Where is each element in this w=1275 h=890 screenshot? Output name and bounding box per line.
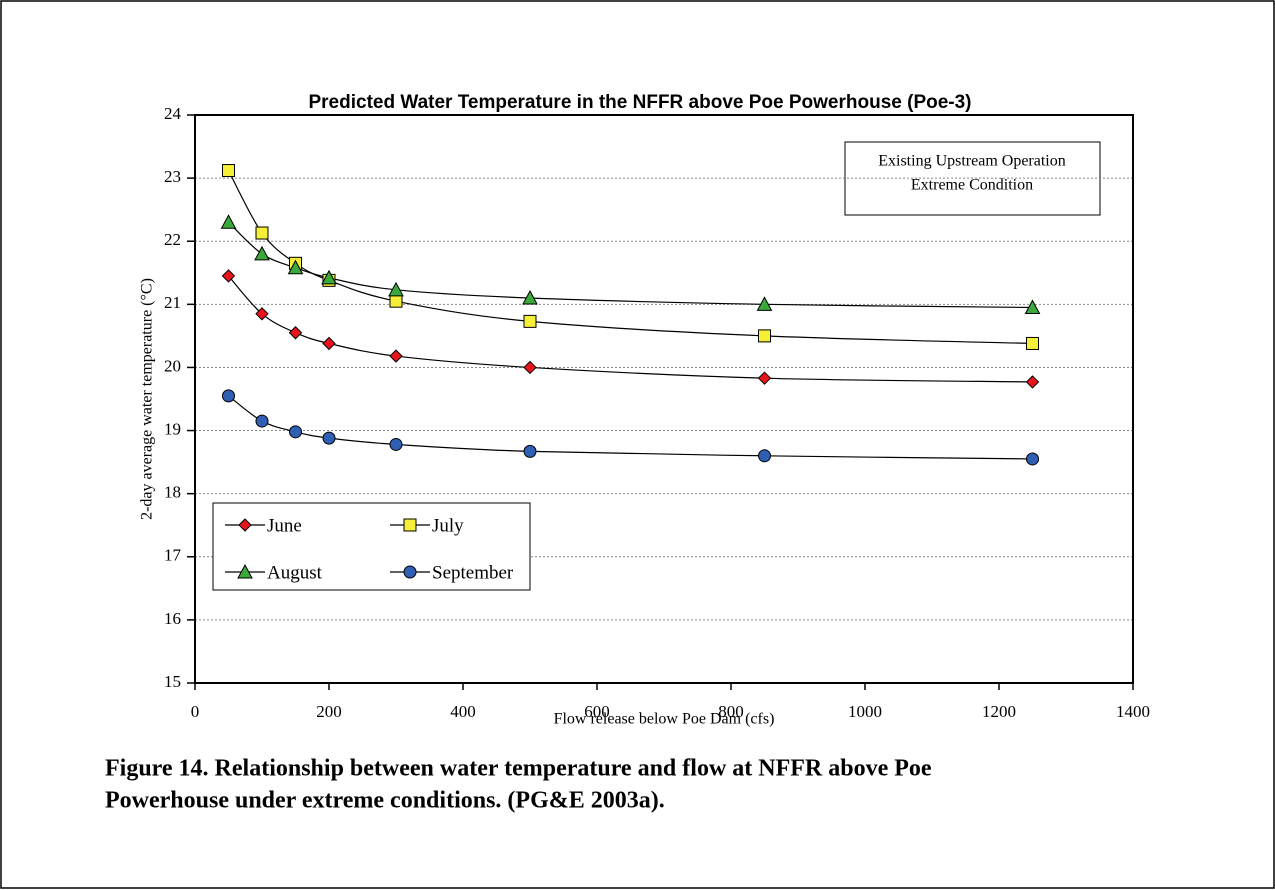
- marker: [220, 214, 237, 229]
- legend-label: June: [267, 515, 302, 536]
- marker: [255, 307, 269, 321]
- marker: [321, 269, 337, 285]
- caption: Figure 14. Relationship between water te…: [105, 756, 932, 782]
- y-tick-label: 19: [164, 419, 181, 438]
- y-tick-label: 16: [164, 609, 181, 628]
- legend-label: September: [432, 562, 514, 583]
- y-axis-label: 2-day average water temperature (°C): [139, 278, 156, 520]
- y-tick-label: 17: [164, 546, 182, 565]
- x-tick-label: 1000: [848, 702, 882, 721]
- annotation: Extreme Condition: [911, 177, 1033, 194]
- x-tick-label: 400: [450, 702, 476, 721]
- marker: [255, 414, 269, 428]
- marker: [288, 326, 303, 340]
- series-line: [228, 395, 1033, 460]
- marker: [222, 164, 235, 178]
- legend-label: July: [432, 515, 464, 536]
- marker: [758, 449, 771, 463]
- series-line: [227, 170, 1033, 345]
- marker: [403, 518, 417, 532]
- marker: [756, 296, 773, 311]
- marker: [1024, 299, 1041, 314]
- caption: Powerhouse under extreme conditions. (PG…: [105, 788, 665, 814]
- x-tick-label: 200: [316, 702, 342, 721]
- y-tick-label: 23: [164, 167, 181, 186]
- marker: [1025, 375, 1040, 389]
- marker: [255, 226, 269, 240]
- marker: [289, 425, 302, 439]
- x-tick-label: 600: [584, 702, 610, 721]
- plot-frame: [194, 114, 1134, 684]
- marker: [1026, 452, 1039, 466]
- marker: [287, 259, 304, 275]
- legend-box: [212, 502, 531, 591]
- x-axis-label: Flow release below Poe Dam (cfs): [554, 711, 775, 728]
- x-tick-label: 1200: [982, 702, 1016, 721]
- marker: [1026, 336, 1039, 350]
- marker: [222, 389, 235, 403]
- marker: [221, 269, 236, 283]
- marker: [322, 431, 336, 445]
- marker: [237, 563, 253, 579]
- x-tick-label: 0: [191, 702, 200, 721]
- series-line: [228, 221, 1033, 309]
- y-tick-label: 22: [164, 230, 181, 249]
- marker: [522, 289, 538, 305]
- marker: [322, 336, 336, 351]
- marker: [403, 565, 417, 579]
- y-tick-label: 20: [164, 356, 181, 375]
- marker: [254, 245, 270, 261]
- y-tick-label: 15: [164, 672, 181, 691]
- marker: [389, 349, 403, 363]
- annotation: Existing Upstream Operation: [878, 153, 1066, 170]
- y-tick-label: 18: [164, 483, 181, 502]
- marker: [757, 371, 772, 385]
- marker: [523, 360, 537, 375]
- chart-title: Predicted Water Temperature in the NFFR …: [308, 92, 971, 113]
- marker: [238, 518, 252, 532]
- marker: [523, 444, 537, 458]
- y-tick-label: 24: [164, 104, 182, 123]
- x-tick-label: 1400: [1116, 702, 1150, 721]
- series-line: [228, 275, 1033, 383]
- marker: [388, 281, 404, 297]
- y-tick-label: 21: [164, 293, 181, 312]
- legend-label: August: [267, 562, 323, 583]
- marker: [758, 329, 771, 343]
- marker: [389, 437, 403, 451]
- marker: [389, 294, 403, 308]
- x-tick-label: 800: [718, 702, 744, 721]
- marker: [523, 314, 537, 328]
